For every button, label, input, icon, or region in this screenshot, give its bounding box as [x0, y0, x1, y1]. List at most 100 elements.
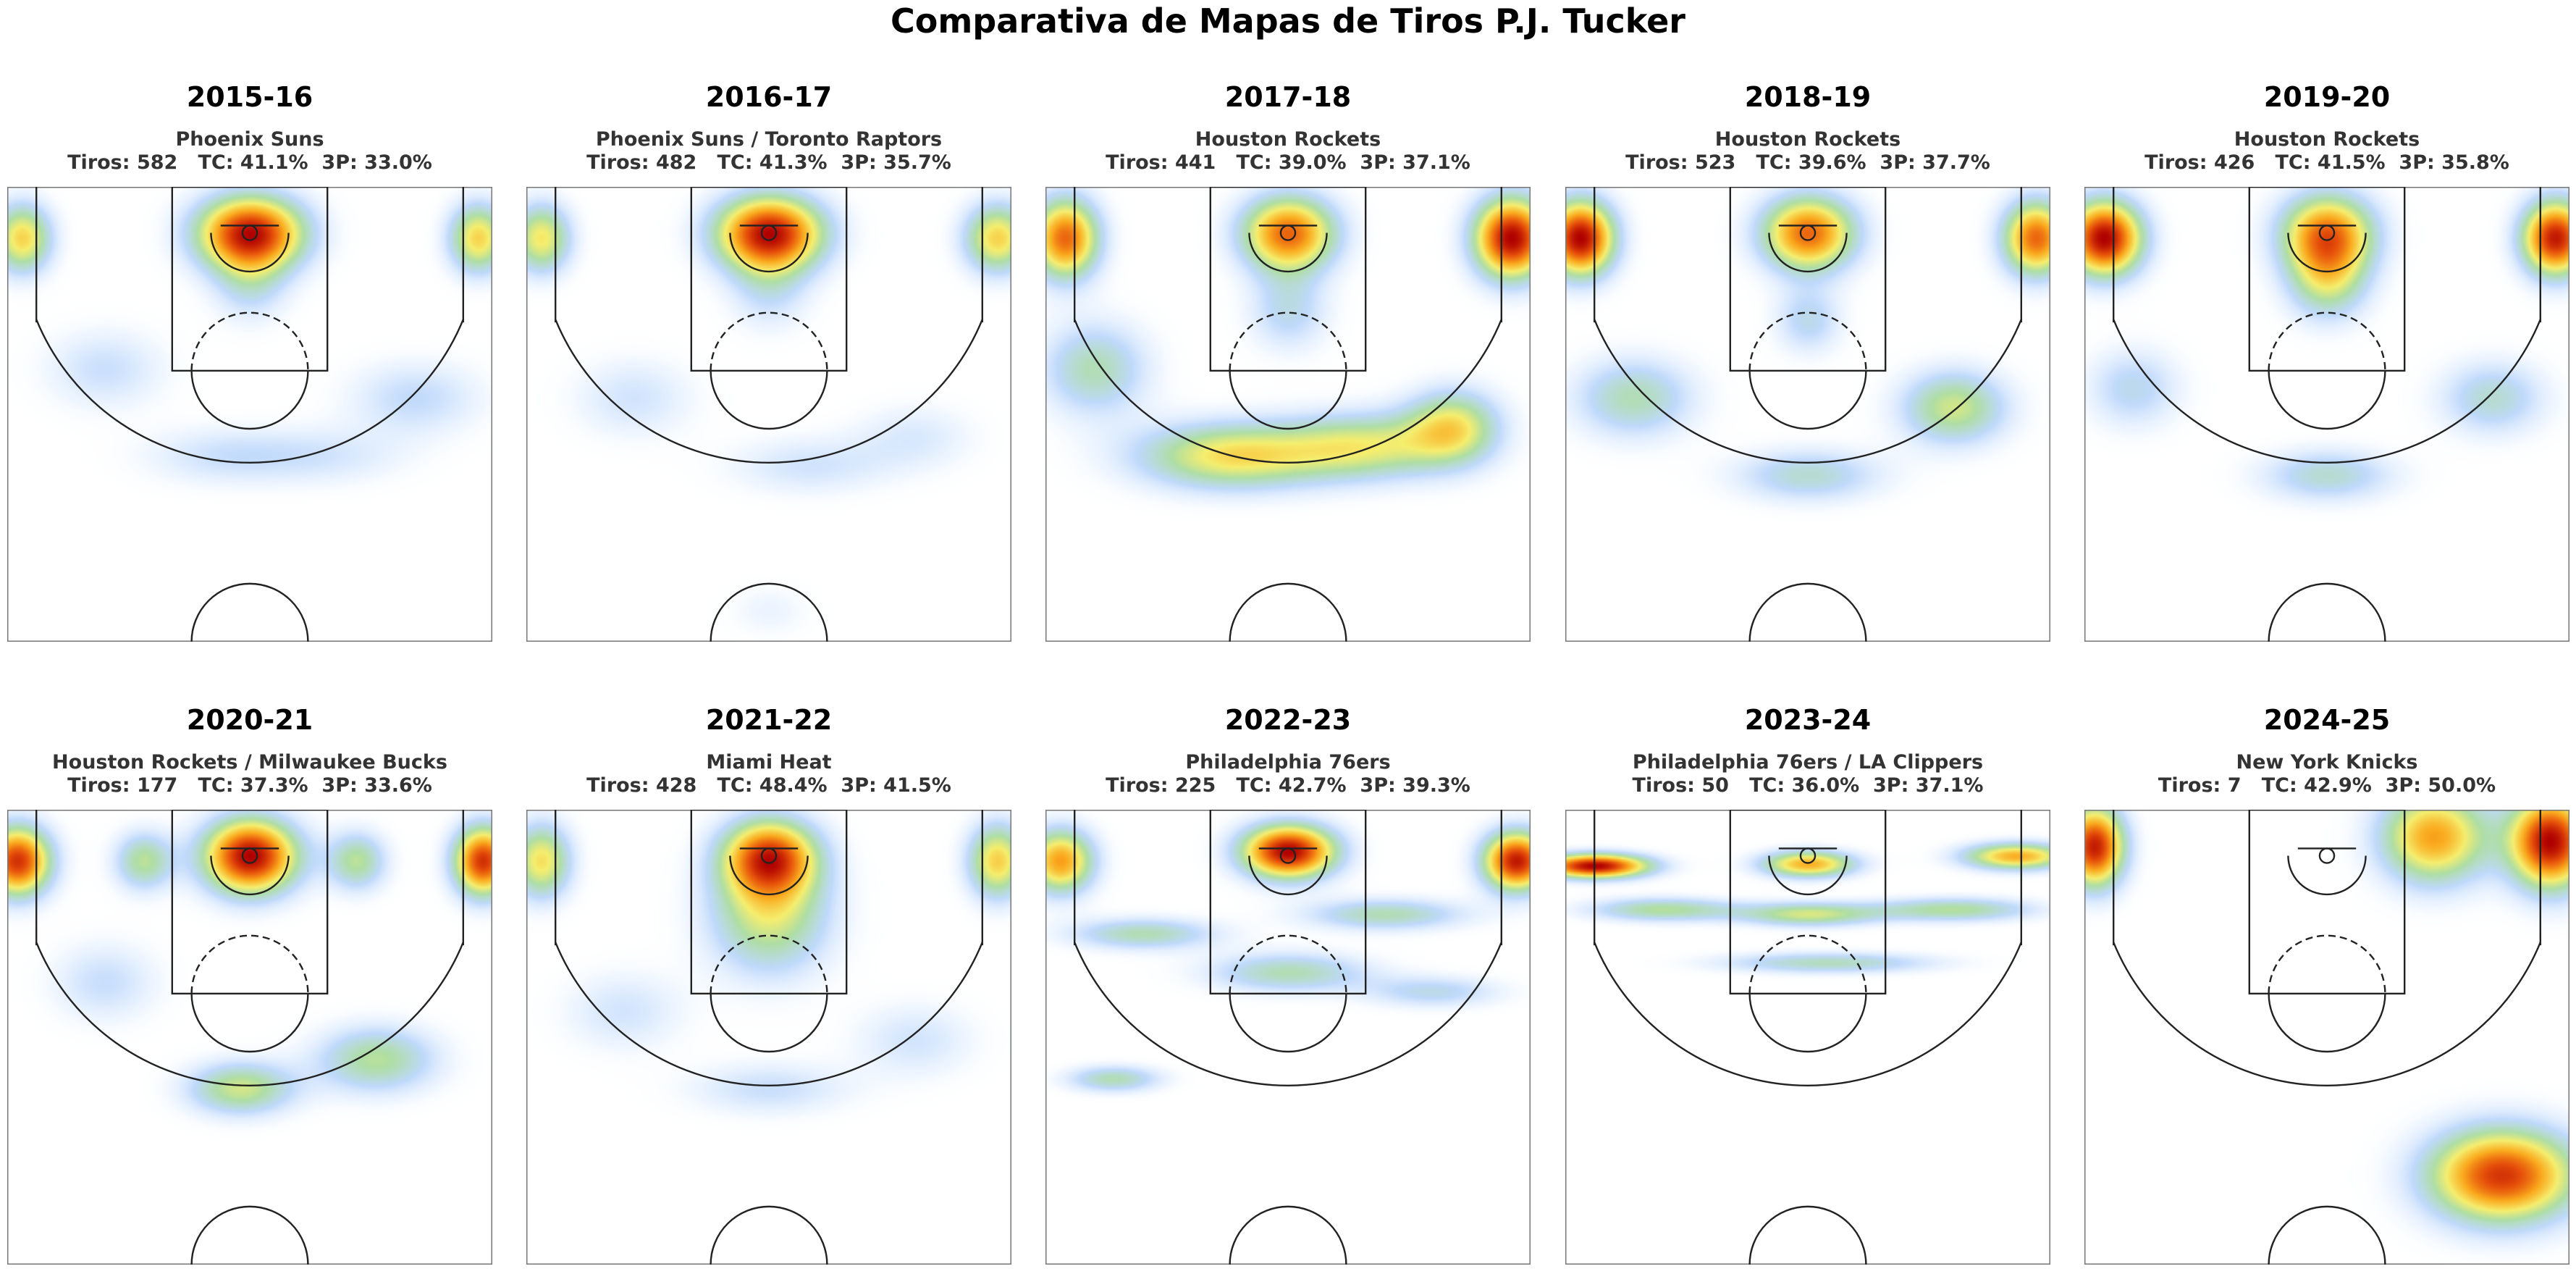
panel-team-name: Houston Rockets [1195, 128, 1381, 151]
paint-lane [2248, 187, 2406, 372]
restricted-area-arc [2287, 232, 2367, 273]
shot-density-heatmap [526, 810, 1011, 1265]
court-lines [1045, 810, 1531, 1265]
shot-density-heatmap [2084, 187, 2569, 642]
restricted-area-arc [2287, 855, 2367, 896]
restricted-area-arc [729, 855, 809, 896]
panel-shot-stats: Tiros: 428 TC: 48.4% 3P: 41.5% [586, 774, 951, 797]
center-court-circle [2268, 582, 2386, 642]
free-throw-circle-solid [710, 993, 828, 1053]
three-point-arc [1074, 319, 1502, 464]
court-boundary [7, 810, 492, 1265]
free-throw-circle-solid [1748, 993, 1867, 1053]
court-boundary [7, 187, 492, 642]
panel-team-name: Miami Heat [706, 751, 832, 774]
panel-team-name: Phoenix Suns [175, 128, 324, 151]
free-throw-circle-dashed [1229, 934, 1347, 994]
court-boundary [1565, 187, 2050, 642]
court-lines [2084, 810, 2569, 1265]
free-throw-circle-solid [1229, 993, 1347, 1053]
panel-season-title: 2024-25 [2263, 704, 2391, 736]
center-court-circle [190, 582, 309, 642]
three-point-arc [35, 319, 464, 464]
center-court-circle [1748, 582, 1867, 642]
hoop-rim [1279, 225, 1297, 241]
hoop-rim [1799, 225, 1817, 241]
panel-team-name: Houston Rockets [2234, 128, 2420, 151]
free-throw-circle-dashed [1748, 934, 1867, 994]
three-point-arc [1074, 942, 1502, 1086]
panel-team-name: Philadelphia 76ers [1185, 751, 1391, 774]
court-lines [7, 187, 492, 642]
restricted-area-arc [1768, 232, 1848, 273]
three-point-arc [555, 319, 983, 464]
court-lines [526, 187, 1011, 642]
free-throw-circle-dashed [190, 311, 309, 371]
panel-season-title: 2022-23 [1224, 704, 1352, 736]
paint-lane [171, 810, 329, 995]
panel-team-name: New York Knicks [2236, 751, 2418, 774]
restricted-area-arc [210, 232, 290, 273]
free-throw-circle-solid [2268, 993, 2386, 1053]
court-boundary [2084, 810, 2569, 1265]
free-throw-circle-solid [1748, 370, 1867, 430]
free-throw-circle-dashed [2268, 311, 2386, 371]
shot-density-heatmap [7, 810, 492, 1265]
hoop-rim [1279, 847, 1297, 864]
court-boundary [526, 810, 1011, 1265]
panel-shot-stats: Tiros: 426 TC: 41.5% 3P: 35.8% [2144, 151, 2509, 174]
hoop-rim [241, 225, 258, 241]
panel-season-title: 2020-21 [186, 704, 313, 736]
three-point-arc [2113, 319, 2541, 464]
panel-shot-stats: Tiros: 177 TC: 37.3% 3P: 33.6% [67, 774, 432, 797]
restricted-area-arc [1248, 855, 1328, 896]
hoop-rim [760, 847, 778, 864]
free-throw-circle-solid [1229, 370, 1347, 430]
three-point-arc [1594, 942, 2022, 1086]
court-boundary [526, 187, 1011, 642]
paint-lane [1209, 810, 1367, 995]
panel-shot-stats: Tiros: 582 TC: 41.1% 3P: 33.0% [67, 151, 432, 174]
shot-density-heatmap [7, 187, 492, 642]
shot-density-heatmap [1045, 810, 1531, 1265]
free-throw-circle-dashed [1229, 311, 1347, 371]
shot-density-heatmap [2084, 810, 2569, 1265]
panel-shot-stats: Tiros: 7 TC: 42.9% 3P: 50.0% [2158, 774, 2496, 797]
court-boundary [1565, 810, 2050, 1265]
paint-lane [690, 187, 848, 372]
center-court-circle [190, 1205, 309, 1265]
three-point-arc [35, 942, 464, 1086]
paint-lane [171, 187, 329, 372]
free-throw-circle-dashed [710, 311, 828, 371]
panel-season-title: 2021-22 [705, 704, 833, 736]
hoop-rim [2318, 847, 2336, 864]
panel-season-title: 2019-20 [2263, 81, 2391, 113]
hoop-rim [241, 847, 258, 864]
court-lines [1565, 187, 2050, 642]
hoop-rim [1799, 847, 1817, 864]
center-court-circle [1229, 582, 1347, 642]
court-boundary [2084, 187, 2569, 642]
court-boundary [1045, 187, 1531, 642]
paint-lane [1729, 187, 1887, 372]
free-throw-circle-dashed [2268, 934, 2386, 994]
restricted-area-arc [1768, 855, 1848, 896]
restricted-area-arc [210, 855, 290, 896]
free-throw-circle-dashed [1748, 311, 1867, 371]
paint-lane [690, 810, 848, 995]
free-throw-circle-dashed [710, 934, 828, 994]
paint-lane [1209, 187, 1367, 372]
figure-title: Comparativa de Mapas de Tiros P.J. Tucke… [890, 1, 1685, 41]
court-lines [526, 810, 1011, 1265]
panel-season-title: 2016-17 [705, 81, 833, 113]
center-court-circle [1229, 1205, 1347, 1265]
panel-shot-stats: Tiros: 441 TC: 39.0% 3P: 37.1% [1106, 151, 1470, 174]
panel-season-title: 2015-16 [186, 81, 313, 113]
free-throw-circle-solid [190, 993, 309, 1053]
hoop-rim [760, 225, 778, 241]
panel-team-name: Philadelphia 76ers / LA Clippers [1632, 751, 1984, 774]
panel-season-title: 2023-24 [1744, 704, 1872, 736]
restricted-area-arc [729, 232, 809, 273]
court-lines [1565, 810, 2050, 1265]
shot-density-heatmap [526, 187, 1011, 642]
